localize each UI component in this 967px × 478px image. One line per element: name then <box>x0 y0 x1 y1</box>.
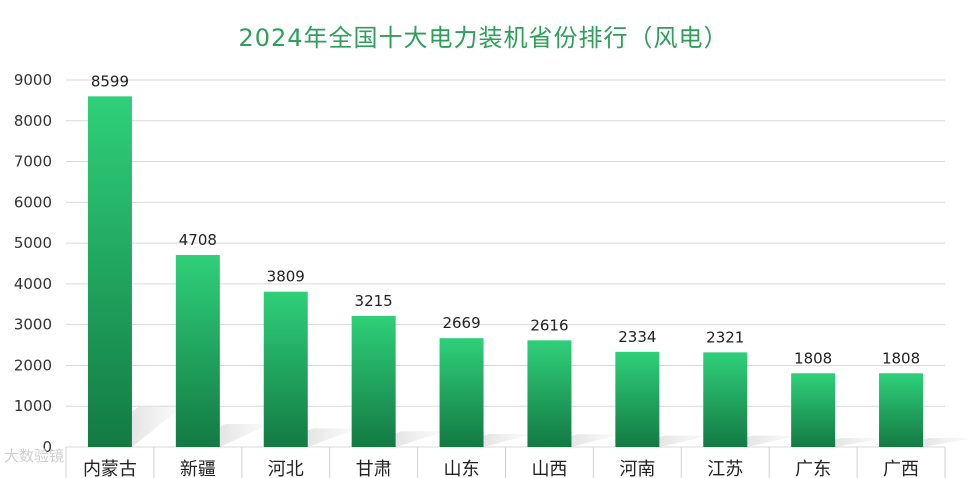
y-tick-label: 0 <box>42 438 52 456</box>
y-tick-label: 8000 <box>14 112 52 130</box>
y-tick-label: 3000 <box>14 316 52 334</box>
bar <box>439 338 484 447</box>
bar <box>175 255 220 447</box>
bar <box>87 96 132 447</box>
data-label: 4708 <box>179 231 217 249</box>
x-tick-label: 甘肃 <box>356 459 392 478</box>
data-label: 2669 <box>442 314 480 332</box>
y-tick-label: 1000 <box>14 397 52 415</box>
data-label: 2321 <box>706 328 744 346</box>
bar <box>615 351 660 447</box>
y-tick-label: 9000 <box>14 71 52 89</box>
x-tick-label: 山东 <box>444 459 480 478</box>
y-tick-label: 2000 <box>14 356 52 374</box>
x-tick-label: 山西 <box>531 459 567 478</box>
data-label: 1808 <box>882 349 920 367</box>
bar <box>351 315 396 447</box>
x-tick-label: 河北 <box>268 459 304 478</box>
x-tick-label: 江苏 <box>707 459 743 478</box>
x-tick-label: 广西 <box>883 459 919 478</box>
y-tick-label: 7000 <box>14 153 52 171</box>
y-axis-ticks: 0 1000 2000 3000 4000 5000 6000 7000 8000 9000 <box>14 71 52 456</box>
data-label: 3809 <box>267 268 305 286</box>
bar <box>527 340 572 447</box>
bar <box>263 291 308 447</box>
data-label: 3215 <box>355 292 393 310</box>
watermark-text: 大数验镜 <box>4 447 65 465</box>
x-axis-ticks: 内蒙古 新疆 河北 甘肃 山东 山西 河南 江苏 广东 广西 <box>65 447 946 478</box>
data-label: 2334 <box>618 328 656 346</box>
x-tick-label: 河南 <box>619 459 655 478</box>
y-tick-label: 6000 <box>14 193 52 211</box>
y-tick-label: 4000 <box>14 275 52 293</box>
bar <box>703 352 748 447</box>
data-label: 8599 <box>91 72 129 90</box>
y-tick-label: 5000 <box>14 234 52 252</box>
bar <box>791 373 836 447</box>
x-tick-label: 内蒙古 <box>83 459 137 478</box>
bar <box>879 373 924 447</box>
data-labels: 8599 4708 3809 3215 2669 2616 2334 2321 1808 1808 <box>91 72 920 367</box>
data-label: 2616 <box>530 316 568 334</box>
x-tick-label: 新疆 <box>180 459 216 478</box>
x-tick-label: 广东 <box>795 459 831 478</box>
data-label: 1808 <box>794 349 832 367</box>
bars <box>87 96 924 447</box>
chart-title: 2024年全国十大电力装机省份排行（风电） <box>238 24 729 52</box>
